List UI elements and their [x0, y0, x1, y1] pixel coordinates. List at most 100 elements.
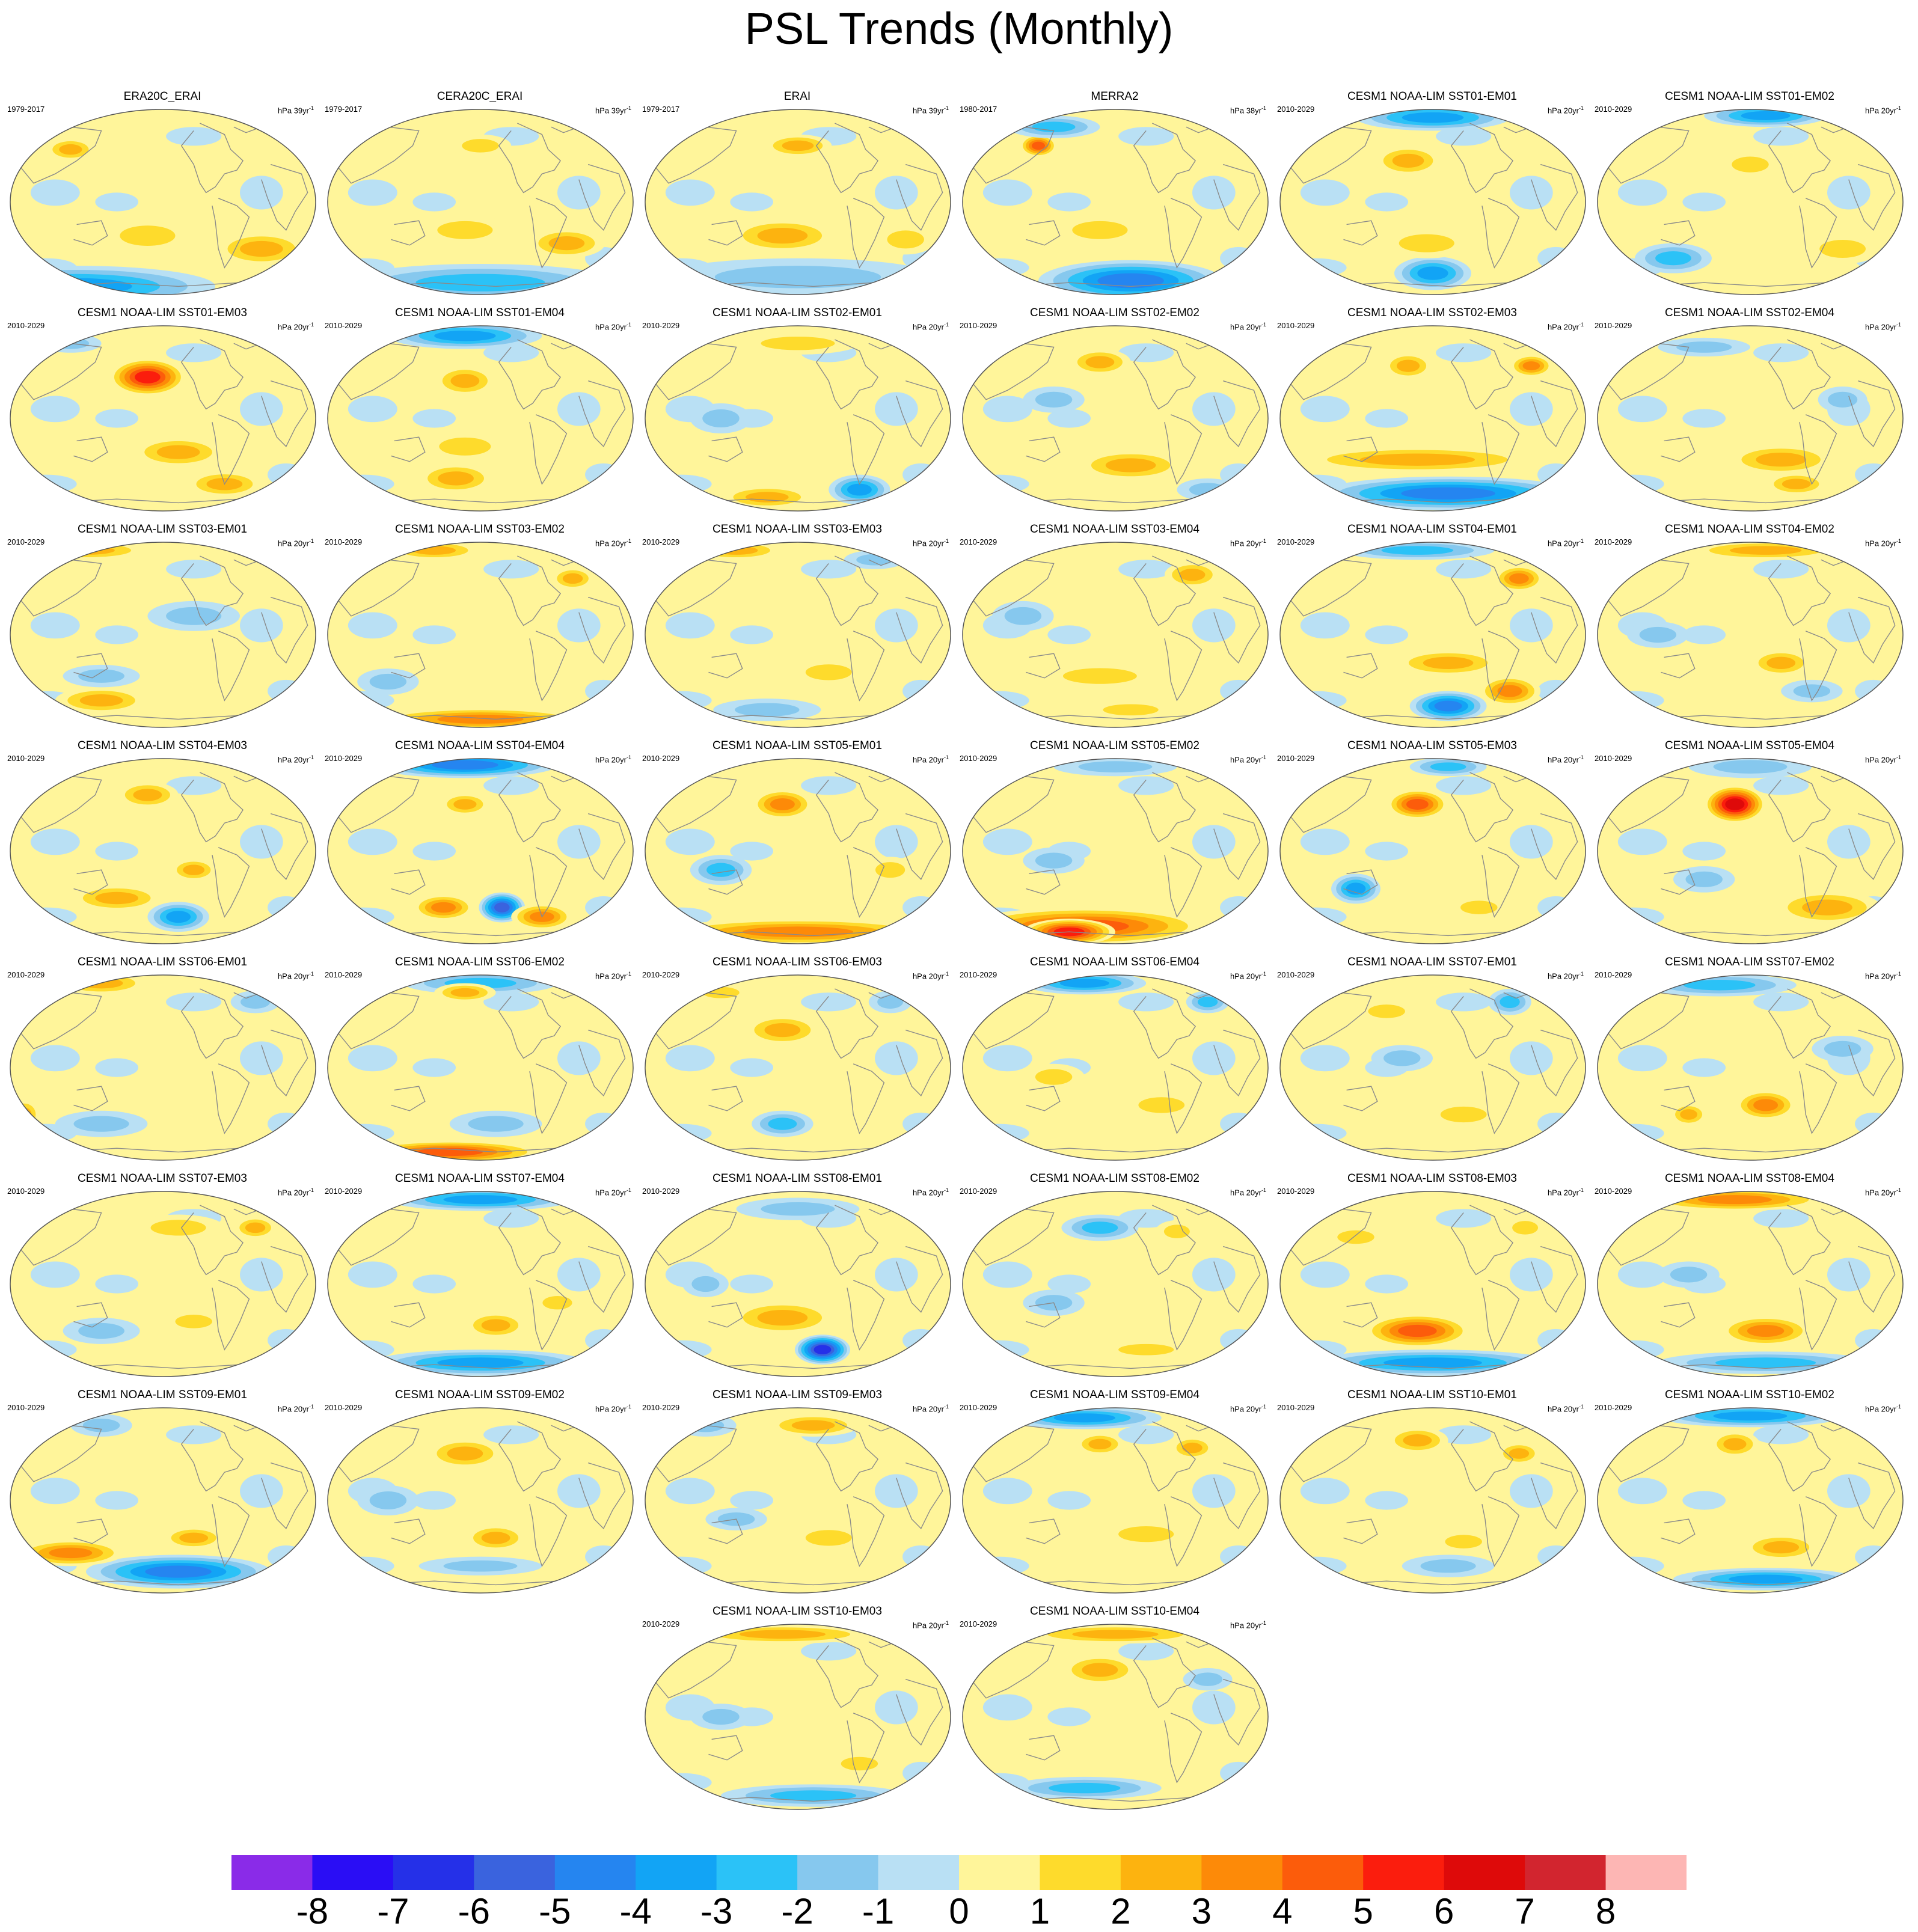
- trend-region-negative: [768, 1117, 797, 1130]
- panel-title: CESM1 NOAA-LIM SST06-EM02: [395, 956, 565, 968]
- trend-region-negative: [415, 274, 545, 292]
- trend-region-negative: [1682, 625, 1726, 644]
- trend-region-negative: [1510, 608, 1553, 643]
- panel-period: 2010-2029: [325, 754, 363, 763]
- trend-region-negative: [1753, 1425, 1809, 1444]
- trend-region-negative: [1753, 992, 1809, 1012]
- trend-region-negative: [687, 1418, 725, 1432]
- panel-units-text: hPa 20yr: [1864, 539, 1896, 548]
- map-outline: [327, 758, 634, 944]
- panel-units: hPa 20yr-1: [1548, 536, 1584, 548]
- panel-period: 2010-2029: [7, 1403, 45, 1412]
- trend-region-positive: [1103, 704, 1159, 716]
- trend-region-negative: [1047, 409, 1091, 428]
- trend-region-negative: [1617, 1045, 1667, 1072]
- psl-trend-map: [962, 325, 1269, 512]
- trend-region-positive: [1729, 546, 1802, 555]
- panel-units-exponent: -1: [943, 1620, 949, 1626]
- panel-period: 2010-2029: [642, 1403, 680, 1412]
- panel-title: CESM1 NOAA-LIM SST07-EM04: [395, 1172, 565, 1185]
- psl-trend-map: [1597, 758, 1904, 944]
- panel-units: hPa 20yr-1: [1865, 103, 1901, 115]
- panel-period: 2010-2029: [1595, 970, 1632, 979]
- panel-units: hPa 20yr-1: [278, 1185, 314, 1197]
- trend-region-negative: [1510, 392, 1553, 426]
- map-panel: CESM1 NOAA-LIM SST06-EM02 2010-2029 hPa 20…: [323, 956, 636, 1166]
- colorbar-swatch: [1605, 1855, 1687, 1890]
- psl-trend-map: [1597, 974, 1904, 1161]
- panel-units-exponent: -1: [1578, 105, 1584, 111]
- psl-trend-map: [645, 109, 951, 295]
- trend-region-positive: [1398, 1324, 1437, 1337]
- trend-region-negative: [1436, 1209, 1492, 1228]
- panel-units-exponent: -1: [1261, 1404, 1266, 1410]
- panel-period: 2010-2029: [1595, 754, 1632, 763]
- panel-period: 2010-2029: [642, 1619, 680, 1628]
- panel-period: 2010-2029: [1277, 754, 1315, 763]
- panel-period: 2010-2029: [325, 1403, 363, 1412]
- panel-title: CESM1 NOAA-LIM SST01-EM04: [395, 307, 565, 319]
- trend-region-positive: [1062, 668, 1137, 684]
- colorbar-swatch: [878, 1855, 960, 1890]
- trend-region-negative: [412, 625, 456, 644]
- trend-region-positive: [481, 1319, 510, 1331]
- trend-region-negative: [412, 192, 456, 212]
- trend-region-positive: [49, 1547, 93, 1559]
- panel-units-text: hPa 20yr: [277, 971, 309, 981]
- panel-units: hPa 20yr-1: [1548, 103, 1584, 115]
- map-panel: CESM1 NOAA-LIM SST07-EM01 2010-2029 hPa 20…: [1276, 956, 1589, 1166]
- psl-trend-map: [1279, 758, 1586, 944]
- colorbar-tick-label: 7: [1515, 1891, 1535, 1931]
- colorbar-swatch: [959, 1855, 1040, 1890]
- trend-region-positive: [1522, 361, 1540, 371]
- panel-period: 2010-2029: [642, 970, 680, 979]
- panel-units-text: hPa 20yr: [1864, 755, 1896, 765]
- psl-trend-map: [1279, 542, 1586, 728]
- colorbar-tick-label: 3: [1191, 1891, 1212, 1931]
- trend-region-negative: [412, 1274, 456, 1294]
- panel-period: 2010-2029: [960, 1619, 997, 1628]
- panel-period: 2010-2029: [7, 321, 45, 330]
- panel-title: CESM1 NOAA-LIM SST08-EM03: [1347, 1172, 1517, 1185]
- trend-region-negative: [95, 409, 139, 428]
- map-panel: CESM1 NOAA-LIM SST10-EM03 2010-2029 hPa 20…: [641, 1605, 954, 1815]
- trend-region-negative: [1300, 828, 1350, 855]
- trend-region-positive: [562, 573, 583, 584]
- map-outline: [645, 974, 951, 1161]
- trend-region-negative: [434, 330, 496, 341]
- panel-title: CESM1 NOAA-LIM SST03-EM01: [78, 523, 247, 536]
- panel-units: hPa 20yr-1: [1230, 969, 1266, 981]
- panel-units-exponent: -1: [943, 1404, 949, 1410]
- trend-region-negative: [770, 1790, 857, 1801]
- trend-region-positive: [548, 236, 585, 251]
- trend-region-positive: [450, 988, 480, 997]
- trend-region-negative: [1365, 1274, 1409, 1294]
- panel-period: 1979-2017: [642, 105, 680, 114]
- trend-region-negative: [1047, 1274, 1091, 1294]
- colorbar-tick-label: -6: [458, 1891, 491, 1931]
- map-outline: [1597, 542, 1904, 728]
- map-outline: [1597, 974, 1904, 1161]
- coastlines: [652, 1631, 943, 1804]
- trend-region-negative: [1097, 273, 1164, 289]
- trend-region-negative: [801, 560, 857, 579]
- trend-region-positive: [761, 336, 835, 350]
- panel-title: CESM1 NOAA-LIM SST02-EM01: [712, 307, 882, 319]
- trend-region-positive: [447, 1446, 483, 1461]
- trend-region-negative: [557, 1041, 601, 1075]
- panel-units-exponent: -1: [1261, 754, 1266, 760]
- panel-period: 2010-2029: [1595, 1187, 1632, 1196]
- map-outline: [1597, 325, 1904, 512]
- trend-region-negative: [1082, 1221, 1118, 1234]
- trend-region-negative: [78, 669, 124, 683]
- panel-units-exponent: -1: [626, 322, 631, 328]
- panel-units-exponent: -1: [943, 538, 949, 544]
- colorbar-tick-label: -7: [377, 1891, 409, 1931]
- trend-region-negative: [702, 409, 740, 427]
- trend-region-negative: [875, 1690, 918, 1725]
- psl-trend-map: [645, 1407, 951, 1594]
- panel-units: hPa 20yr-1: [1865, 1402, 1901, 1414]
- map-outline: [645, 758, 951, 944]
- trend-region-positive: [79, 694, 123, 707]
- map-outline: [327, 974, 634, 1161]
